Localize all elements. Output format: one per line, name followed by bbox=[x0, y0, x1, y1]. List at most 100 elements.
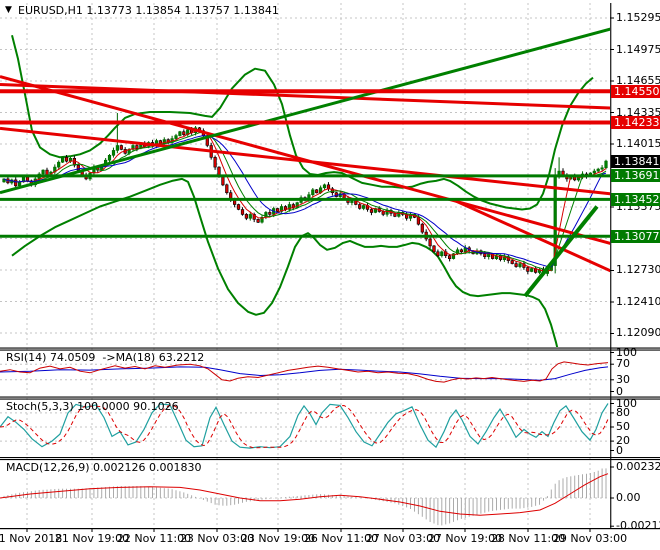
candle-bear bbox=[510, 260, 514, 264]
candle-bull bbox=[604, 160, 608, 169]
candle-bull bbox=[174, 135, 178, 139]
candle-bear bbox=[135, 145, 139, 149]
stoch-tick-label: 80 bbox=[616, 406, 630, 419]
rsi-indicator-label: RSI(14) 74.0509 ->MA(18) 63.2212 bbox=[6, 351, 205, 364]
candle-bear bbox=[256, 219, 260, 223]
stoch-tick-label: 0 bbox=[616, 444, 623, 457]
trendline-3 bbox=[0, 126, 610, 196]
macd-signal-line bbox=[0, 473, 609, 516]
candle-bear bbox=[369, 209, 374, 213]
price-tick-label: 1.12410 bbox=[616, 295, 660, 308]
time-axis-label: 29 Nov 03:00 bbox=[552, 532, 628, 545]
candle-bull bbox=[600, 167, 604, 170]
candle-bear bbox=[381, 211, 385, 215]
candle-bull bbox=[592, 170, 596, 174]
time-axis-label: 23 Nov 03:00 bbox=[179, 532, 255, 545]
price-tick-label: 1.12090 bbox=[616, 326, 660, 339]
candle-bull bbox=[530, 268, 534, 272]
candle-bull bbox=[41, 169, 45, 175]
stoch-tick-label: 50 bbox=[616, 420, 630, 433]
candle-bear bbox=[436, 251, 440, 257]
stochastic-k-line bbox=[0, 403, 609, 449]
symbol-dropdown-icon[interactable]: ▼ bbox=[5, 5, 12, 15]
candle-bull bbox=[279, 206, 284, 212]
candle-bear bbox=[275, 208, 280, 212]
axis-ticks bbox=[26, 17, 614, 532]
price-tick-label: 1.15295 bbox=[616, 11, 660, 24]
candle-bear bbox=[45, 169, 49, 176]
candle-bear bbox=[447, 255, 452, 259]
candle-bear bbox=[514, 263, 518, 267]
candle-bull bbox=[311, 189, 315, 196]
time-axis-label: 21 Nov 19:00 bbox=[54, 532, 130, 545]
candle-bull bbox=[440, 251, 444, 257]
candle-bear bbox=[483, 253, 487, 257]
candle-bear bbox=[315, 189, 319, 194]
candle-bear bbox=[25, 176, 30, 182]
candle-bear bbox=[330, 188, 335, 194]
candle-bull bbox=[260, 217, 264, 223]
candle-bear bbox=[459, 249, 464, 253]
candle-bear bbox=[326, 184, 331, 190]
candle-bull bbox=[57, 161, 61, 168]
time-axis-label: 22 Nov 11:00 bbox=[116, 532, 192, 545]
time-axis-label: 23 Nov 19:00 bbox=[240, 532, 316, 545]
candle-bear bbox=[428, 238, 432, 247]
candle-bear bbox=[358, 204, 362, 209]
candle-bear bbox=[393, 213, 397, 217]
price-tick-label: 1.14015 bbox=[616, 137, 660, 150]
rsi-line bbox=[0, 361, 609, 383]
candle-bull bbox=[17, 181, 22, 187]
level-price-badge: 1.13077 bbox=[611, 230, 660, 243]
candle-bear bbox=[225, 184, 229, 194]
level-price-badge: 1.13691 bbox=[611, 169, 660, 182]
price-tick-label: 1.12730 bbox=[616, 263, 660, 276]
macd-histogram bbox=[3, 468, 607, 526]
candle-bull bbox=[322, 184, 327, 189]
stochastic-d-line bbox=[0, 404, 609, 449]
panel-separators bbox=[0, 3, 660, 530]
chart-title: EURUSD,H1 1.13773 1.13854 1.13757 1.1384… bbox=[18, 4, 279, 17]
candle-bear bbox=[14, 179, 18, 187]
stoch-tick-label: 20 bbox=[616, 434, 630, 447]
candle-bull bbox=[248, 214, 252, 219]
rsi-tick-label: 0 bbox=[616, 385, 623, 398]
candle-bull bbox=[596, 168, 600, 172]
candle-bear bbox=[182, 131, 186, 135]
candle-bull bbox=[111, 150, 116, 156]
stochastic-indicator-label: Stoch(5,3,3) 100.0000 90.1026 bbox=[6, 400, 179, 413]
time-axis-label: 27 Nov 03:00 bbox=[365, 532, 441, 545]
candle-bear bbox=[526, 267, 530, 272]
candle-bear bbox=[268, 212, 272, 215]
symbol-period-label: EURUSD,H1 bbox=[18, 4, 83, 17]
time-axis-label: 27 Nov 19:00 bbox=[427, 532, 503, 545]
candle-bear bbox=[76, 164, 80, 171]
current-price-badge: 1.13841 bbox=[611, 155, 660, 168]
candle-bear bbox=[244, 214, 249, 219]
time-axis-label: 28 Nov 11:00 bbox=[490, 532, 566, 545]
level-price-badge: 1.14550 bbox=[611, 85, 660, 98]
stoch-tick-label: 100 bbox=[616, 397, 637, 410]
macd-indicator-label: MACD(12,26,9) 0.002126 0.001830 bbox=[6, 461, 202, 474]
price-tick-label: 1.14335 bbox=[616, 106, 660, 119]
candle-bull bbox=[361, 205, 366, 209]
candle-bear bbox=[221, 176, 225, 186]
candle-bull bbox=[451, 253, 456, 259]
rsi-tick-label: 70 bbox=[616, 357, 630, 370]
time-axis-label: 26 Nov 11:00 bbox=[303, 532, 379, 545]
rsi-tick-label: 100 bbox=[616, 346, 637, 359]
candle-bear bbox=[64, 157, 69, 162]
candle-bear bbox=[213, 157, 217, 168]
candle-bear bbox=[236, 204, 241, 210]
candle-bear bbox=[252, 214, 256, 220]
candle-bull bbox=[178, 131, 182, 136]
trendline-5 bbox=[0, 27, 610, 195]
trendline-6 bbox=[523, 205, 599, 298]
ohlc-values: 1.13773 1.13854 1.13757 1.13841 bbox=[86, 4, 279, 17]
candle-bear bbox=[420, 223, 424, 233]
candle-bear bbox=[119, 145, 123, 150]
rsi-tick-label: 30 bbox=[616, 373, 630, 386]
candle-bull bbox=[2, 178, 6, 183]
